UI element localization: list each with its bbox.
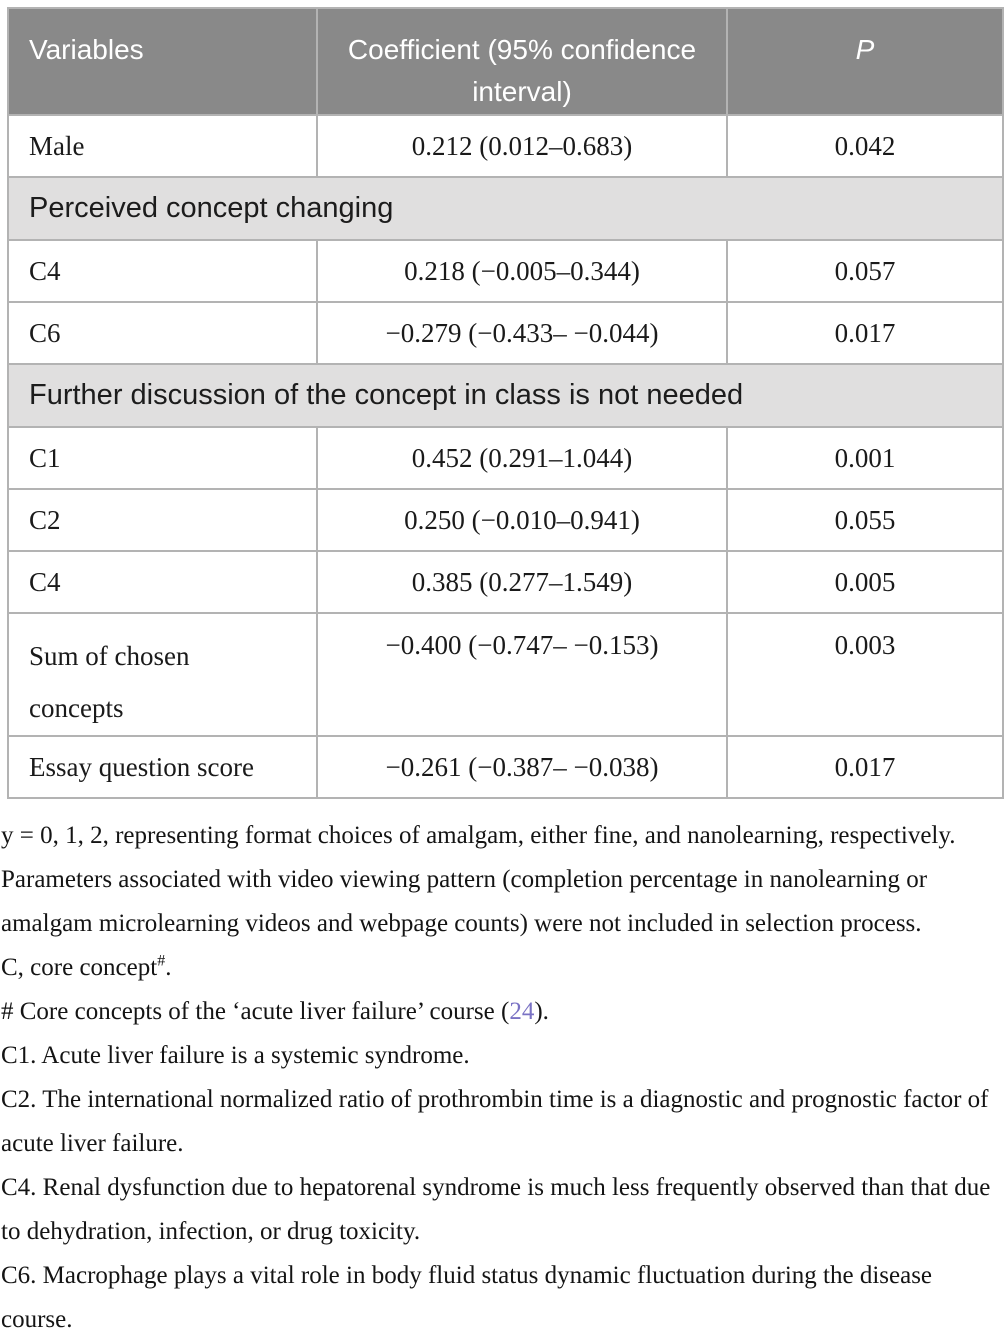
coefficient-cell: 0.385 (0.277–1.549) (316, 550, 728, 614)
p-value-cell: 0.017 (726, 735, 1004, 799)
variable-cell: C1 (7, 426, 318, 490)
table-row: C6 −0.279 (−0.433– −0.044) 0.017 (7, 301, 1004, 365)
table-row: C1 0.452 (0.291–1.044) 0.001 (7, 426, 1004, 490)
table-header-row: Variables Coefficient (95% confidence in… (7, 7, 1004, 116)
coefficient-cell: −0.279 (−0.433– −0.044) (316, 301, 728, 365)
p-value-cell: 0.005 (726, 550, 1004, 614)
table-row: C4 0.218 (−0.005–0.344) 0.057 (7, 239, 1004, 303)
column-header-variables: Variables (7, 7, 318, 116)
section-header-label: Further discussion of the concept in cla… (7, 363, 1004, 428)
citation-link-24[interactable]: 24 (509, 998, 535, 1025)
footnote-core-concepts-prefix: # Core concepts of the ‘acute liver fail… (1, 998, 510, 1025)
p-value-cell: 0.017 (726, 301, 1004, 365)
section-header-label: Perceived concept changing (7, 176, 1004, 241)
paper-table-figure: Variables Coefficient (95% confidence in… (0, 7, 1005, 1342)
table-footnotes: y = 0, 1, 2, representing format choices… (0, 814, 1005, 1342)
p-value-cell: 0.057 (726, 239, 1004, 303)
table-row: Male 0.212 (0.012–0.683) 0.042 (7, 114, 1004, 178)
variable-cell: C4 (7, 550, 318, 614)
section-header-row: Perceived concept changing (7, 176, 1004, 241)
footnote-model-definition: y = 0, 1, 2, representing format choices… (1, 822, 956, 849)
footnote-core-concepts: # Core concepts of the ‘acute liver fail… (1, 990, 1003, 1034)
table-row: Essay question score −0.261 (−0.387– −0.… (7, 735, 1004, 799)
coefficient-cell: −0.261 (−0.387– −0.038) (316, 735, 728, 799)
footnote-abbreviation-text: C, core concept (1, 954, 158, 981)
coefficient-cell: 0.218 (−0.005–0.344) (316, 239, 728, 303)
coefficient-cell: 0.452 (0.291–1.044) (316, 426, 728, 490)
variable-cell: C2 (7, 488, 318, 552)
section-header-row: Further discussion of the concept in cla… (7, 363, 1004, 428)
coefficient-cell: 0.250 (−0.010–0.941) (316, 488, 728, 552)
footnote-abbreviation: C, core concept#. (1, 946, 1003, 990)
p-value-cell: 0.055 (726, 488, 1004, 552)
variable-cell: C4 (7, 239, 318, 303)
variable-cell: Essay question score (7, 735, 318, 799)
hash-superscript: # (157, 952, 166, 970)
table-row: Sum of chosen concepts −0.400 (−0.747– −… (7, 612, 1004, 737)
footnote-parameters: Parameters associated with video viewing… (1, 866, 928, 937)
column-header-coefficient: Coefficient (95% confidence interval) (316, 7, 728, 116)
footnote-concept-c6: C6. Macrophage plays a vital role in bod… (1, 1262, 933, 1333)
column-header-p: P (726, 7, 1004, 116)
regression-results-table: Variables Coefficient (95% confidence in… (7, 7, 1004, 799)
variable-label: Sum of chosen concepts (29, 641, 190, 723)
footnote-core-concepts-suffix: ). (534, 998, 549, 1025)
variable-cell: C6 (7, 301, 318, 365)
p-value-cell: 0.001 (726, 426, 1004, 490)
footnote-abbreviation-period: . (165, 954, 172, 981)
p-value-cell: 0.003 (726, 612, 1004, 737)
coefficient-cell: 0.212 (0.012–0.683) (316, 114, 728, 178)
table-row: C2 0.250 (−0.010–0.941) 0.055 (7, 488, 1004, 552)
variable-cell: Male (7, 114, 318, 178)
footnote-concept-c4: C4. Renal dysfunction due to hepatorenal… (1, 1174, 991, 1245)
footnote-concept-c2: C2. The international normalized ratio o… (1, 1086, 989, 1157)
variable-cell: Sum of chosen concepts (7, 612, 318, 737)
coefficient-cell: −0.400 (−0.747– −0.153) (316, 612, 728, 737)
footnote-concept-c1: C1. Acute liver failure is a systemic sy… (1, 1042, 470, 1069)
table-row: C4 0.385 (0.277–1.549) 0.005 (7, 550, 1004, 614)
p-value-cell: 0.042 (726, 114, 1004, 178)
